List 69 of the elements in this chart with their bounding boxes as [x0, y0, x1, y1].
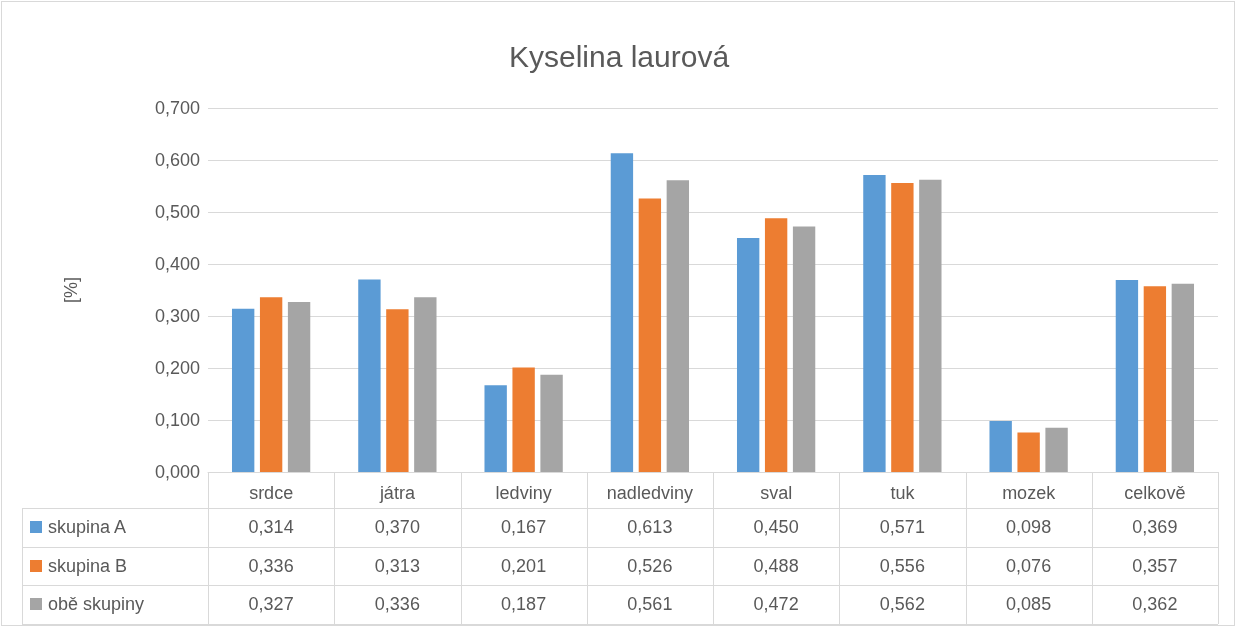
x-tick-label: nadledviny: [606, 483, 693, 503]
bar: [666, 180, 690, 472]
bar: [891, 182, 914, 472]
chart-title: Kyselina laurová: [508, 39, 730, 73]
data-label: 0,613: [627, 517, 673, 538]
legend-label: obě skupiny: [47, 594, 145, 615]
bar: [863, 175, 886, 472]
y-tick-label: 0,400: [154, 254, 200, 274]
data-label: 0,450: [753, 517, 799, 538]
legend-label: skupina A: [47, 517, 127, 538]
data-label: 0,098: [1006, 517, 1052, 538]
bar: [1115, 280, 1139, 472]
data-label: 0,314: [248, 517, 294, 538]
bar: [764, 218, 788, 472]
bar: [287, 301, 311, 472]
bar: [358, 279, 381, 472]
x-tick-label: sval: [760, 483, 793, 503]
bar: [736, 238, 760, 472]
data-label: 0,561: [627, 594, 673, 615]
bar: [1017, 432, 1040, 472]
bar: [512, 367, 535, 472]
bar: [231, 308, 255, 472]
y-tick-label: 0,100: [154, 410, 200, 430]
bar: [989, 421, 1012, 472]
y-tick-label: 0,600: [154, 150, 200, 170]
data-label: 0,336: [248, 555, 294, 576]
bar: [484, 385, 507, 472]
data-label: 0,369: [1132, 517, 1178, 538]
data-label: 0,488: [753, 555, 799, 576]
y-tick-label: 0,200: [154, 358, 200, 378]
x-tick-label: játra: [378, 483, 416, 503]
y-tick-label: 0,700: [154, 98, 200, 118]
x-tick-label: ledviny: [495, 483, 552, 503]
data-label: 0,187: [501, 594, 547, 615]
y-tick-label: 0,300: [154, 306, 200, 326]
data-label: 0,362: [1132, 594, 1178, 615]
data-label: 0,085: [1006, 594, 1052, 615]
data-label: 0,336: [374, 594, 420, 615]
legend-label: skupina B: [47, 555, 128, 576]
data-label: 0,327: [248, 594, 294, 615]
bar: [792, 226, 816, 472]
y-axis-title: [%]: [61, 276, 81, 304]
data-label: 0,357: [1132, 555, 1178, 576]
bar: [638, 198, 662, 472]
data-label: 0,370: [374, 517, 420, 538]
y-tick-label: 0,000: [154, 462, 200, 482]
x-tick-label: celkově: [1124, 483, 1186, 503]
bar: [919, 179, 942, 472]
data-label: 0,076: [1006, 555, 1052, 576]
bar: [610, 153, 634, 472]
data-label: 0,526: [627, 555, 673, 576]
x-tick-label: tuk: [890, 483, 916, 503]
bar: [1143, 286, 1167, 472]
x-tick-label: srdce: [249, 483, 294, 503]
bar: [540, 374, 563, 472]
y-tick-label: 0,500: [154, 202, 200, 222]
bar: [414, 297, 437, 472]
data-label: 0,571: [879, 517, 925, 538]
data-label: 0,167: [501, 517, 547, 538]
data-label: 0,313: [374, 555, 420, 576]
data-label: 0,562: [879, 594, 925, 615]
bar: [259, 297, 283, 472]
bar: [1045, 427, 1068, 472]
data-label: 0,201: [501, 555, 547, 576]
bar: [386, 309, 409, 472]
data-label: 0,556: [879, 555, 925, 576]
data-label: 0,472: [753, 594, 799, 615]
x-tick-label: mozek: [1002, 483, 1057, 503]
bar: [1171, 283, 1195, 472]
